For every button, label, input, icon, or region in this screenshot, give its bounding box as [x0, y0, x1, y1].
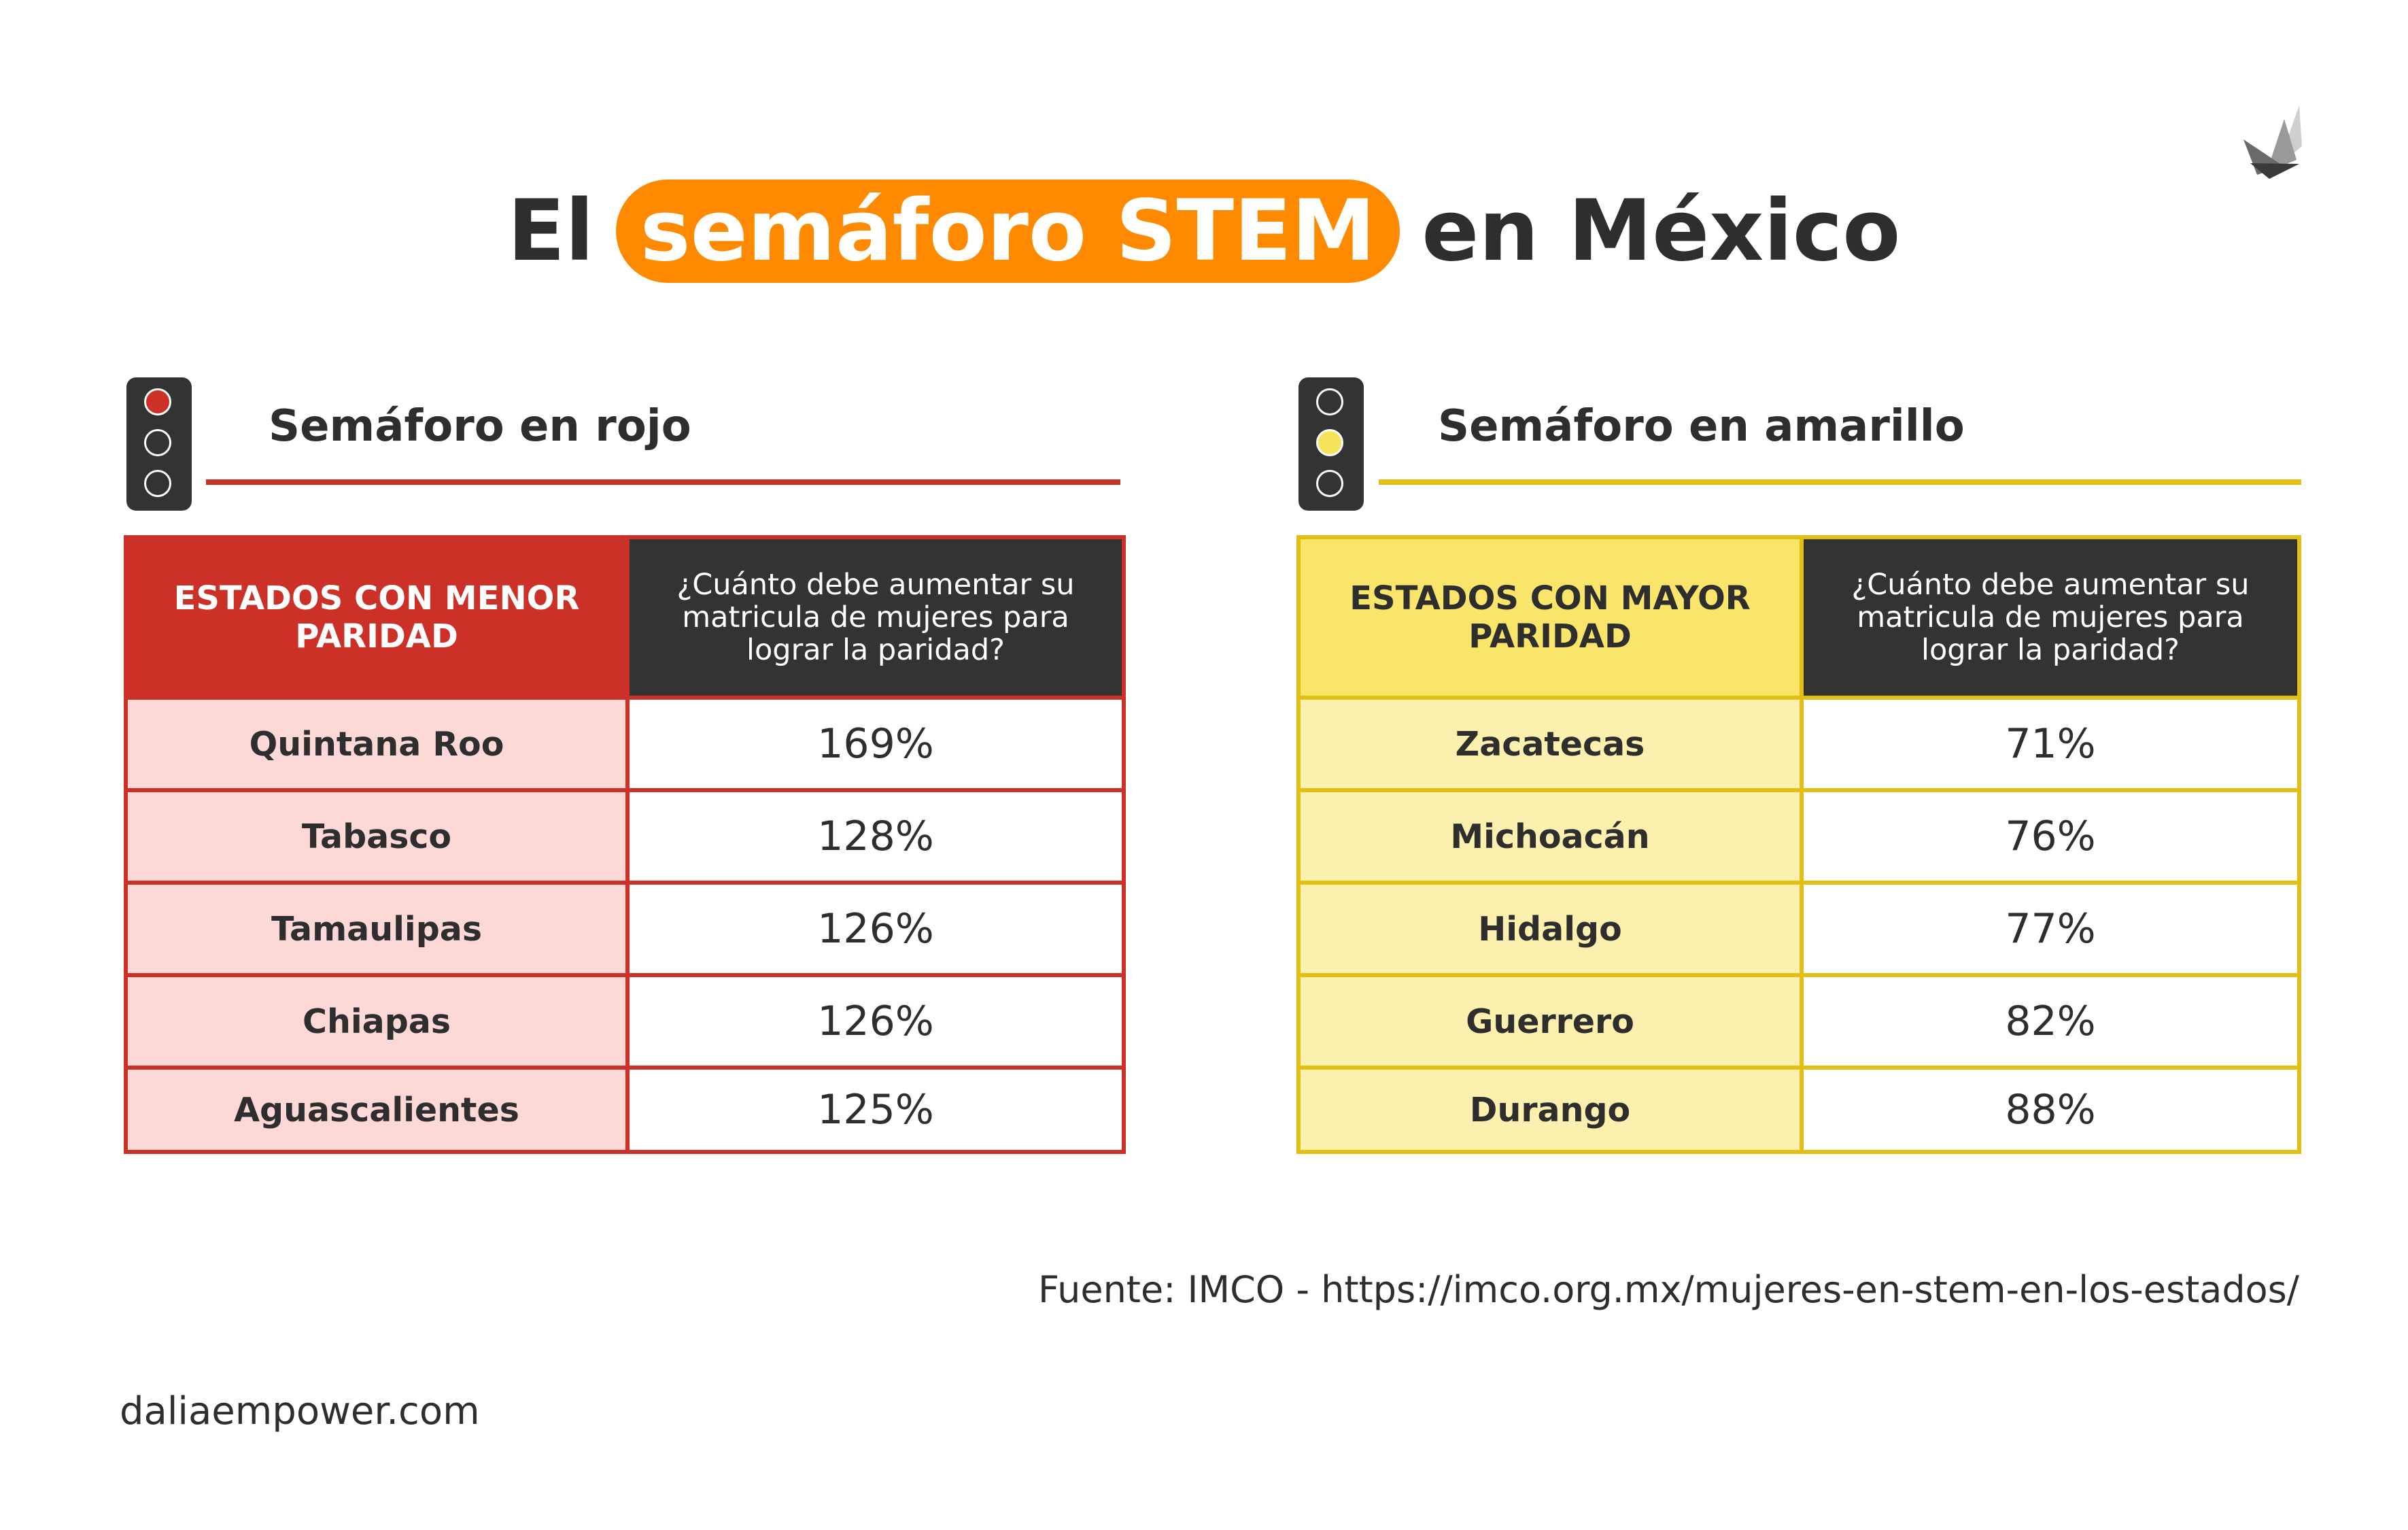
yellow-section-title: Semáforo en amarillo [1438, 401, 1965, 452]
increase-value: 125% [625, 1070, 1122, 1150]
state-name: Hidalgo [1301, 885, 1800, 973]
table-row: Hidalgo 77% [1301, 881, 2297, 973]
red-section-divider [206, 479, 1120, 485]
footer-website: daliaempower.com [120, 1389, 480, 1433]
table-row: Quintana Roo 169% [128, 696, 1122, 788]
state-name: Tamaulipas [128, 885, 625, 973]
yellow-header-states: ESTADOS CON MAYOR PARIDAD [1301, 539, 1800, 696]
page-title: El semáforo STEM en México [0, 163, 2408, 299]
table-row: Tabasco 128% [128, 788, 1122, 881]
state-name: Michoacán [1301, 792, 1800, 881]
table-row: Aguascalientes 125% [128, 1066, 1122, 1150]
table-row: Chiapas 126% [128, 973, 1122, 1066]
table-row: Zacatecas 71% [1301, 696, 2297, 788]
state-name: Guerrero [1301, 977, 1800, 1066]
state-name: Zacatecas [1301, 700, 1800, 788]
traffic-light-yellow-icon [1298, 377, 1364, 511]
state-name: Tabasco [128, 792, 625, 881]
leaf-logo-icon [2243, 105, 2302, 179]
red-header-question: ¿Cuánto debe aumentar su matricula de mu… [625, 539, 1122, 696]
yellow-section-divider [1379, 479, 2301, 485]
title-suffix: en México [1422, 182, 1901, 280]
state-name: Chiapas [128, 977, 625, 1066]
red-table-header: ESTADOS CON MENOR PARIDAD ¿Cuánto debe a… [128, 539, 1122, 696]
table-row: Michoacán 76% [1301, 788, 2297, 881]
lamp-off [1316, 470, 1343, 497]
lamp-off [144, 470, 171, 497]
table-row: Guerrero 82% [1301, 973, 2297, 1066]
traffic-light-red-icon [126, 377, 192, 511]
lamp-off [1316, 388, 1343, 415]
table-row: Durango 88% [1301, 1066, 2297, 1150]
state-name: Durango [1301, 1070, 1800, 1150]
yellow-table-header: ESTADOS CON MAYOR PARIDAD ¿Cuánto debe a… [1301, 539, 2297, 696]
title-highlight: semáforo STEM [615, 180, 1400, 283]
yellow-header-question: ¿Cuánto debe aumentar su matricula de mu… [1800, 539, 2297, 696]
lamp-off [144, 429, 171, 456]
red-table: ESTADOS CON MENOR PARIDAD ¿Cuánto debe a… [124, 535, 1126, 1154]
increase-value: 169% [625, 700, 1122, 788]
title-prefix: El [507, 182, 594, 280]
increase-value: 126% [625, 977, 1122, 1066]
increase-value: 126% [625, 885, 1122, 973]
state-name: Aguascalientes [128, 1070, 625, 1150]
red-header-states: ESTADOS CON MENOR PARIDAD [128, 539, 625, 696]
red-lamp-on [144, 388, 171, 415]
increase-value: 82% [1800, 977, 2297, 1066]
red-section-title: Semáforo en rojo [269, 401, 691, 452]
source-citation: Fuente: IMCO - https://imco.org.mx/mujer… [1038, 1268, 2299, 1311]
yellow-table: ESTADOS CON MAYOR PARIDAD ¿Cuánto debe a… [1296, 535, 2301, 1154]
increase-value: 128% [625, 792, 1122, 881]
table-row: Tamaulipas 126% [128, 881, 1122, 973]
yellow-lamp-on [1316, 429, 1343, 456]
increase-value: 76% [1800, 792, 2297, 881]
increase-value: 88% [1800, 1070, 2297, 1150]
increase-value: 71% [1800, 700, 2297, 788]
state-name: Quintana Roo [128, 700, 625, 788]
increase-value: 77% [1800, 885, 2297, 973]
